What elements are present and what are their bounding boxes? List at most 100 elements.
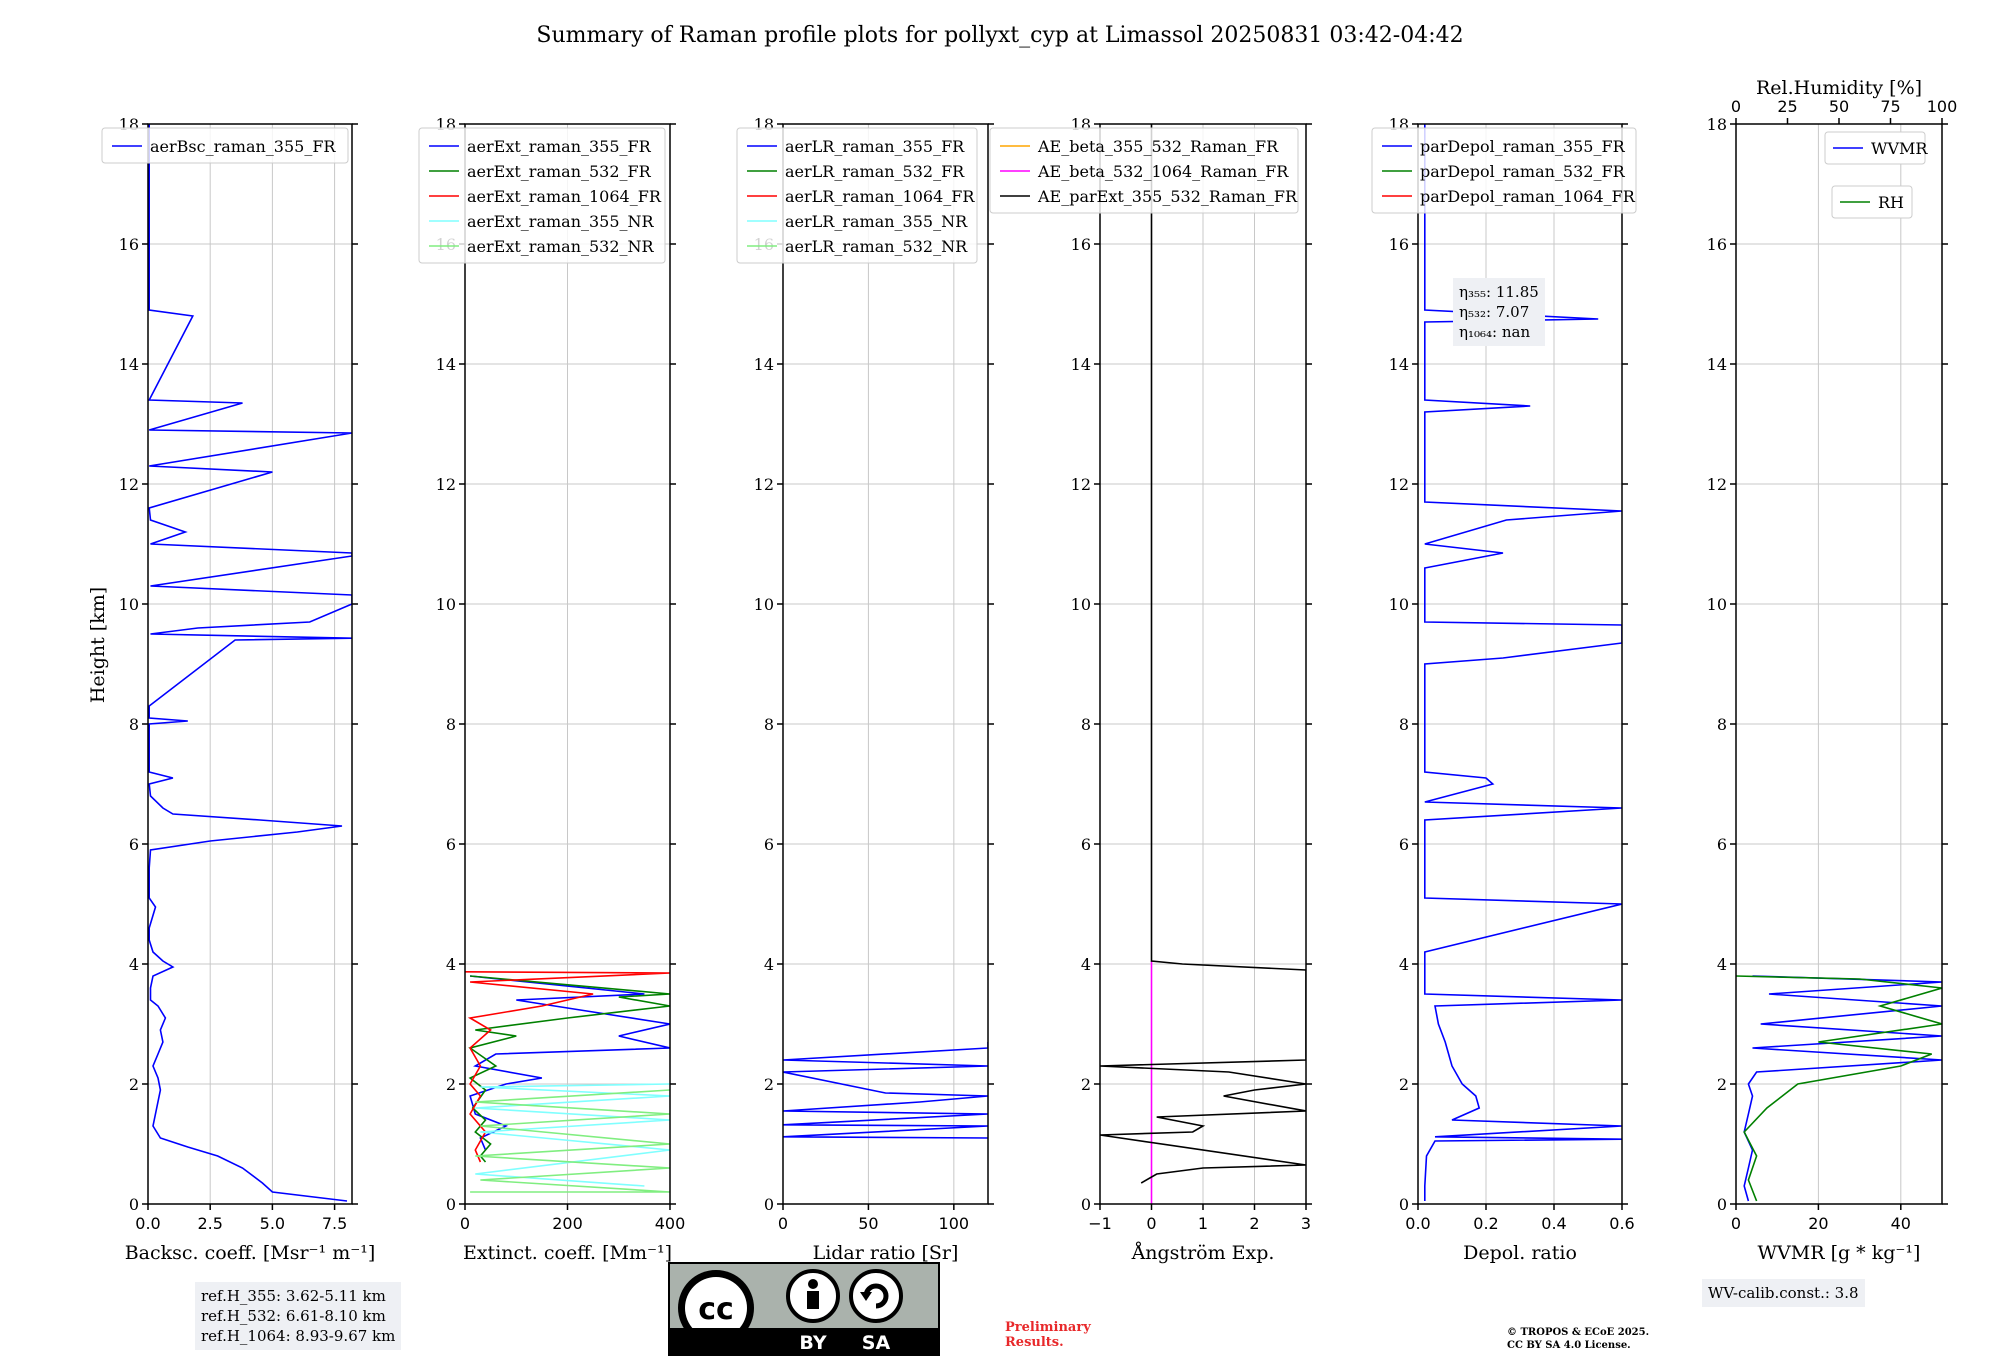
legend-label: WVMR	[1871, 139, 1928, 158]
wv-calib-const: WV-calib.const.: 3.8	[1708, 1284, 1859, 1302]
x-axis-label: Lidar ratio [Sr]	[813, 1242, 959, 1264]
x2-tick-label: 25	[1777, 97, 1797, 116]
y-tick-label: 6	[1717, 835, 1727, 854]
y-tick-label: 2	[764, 1075, 774, 1094]
y-tick-label: 4	[1081, 955, 1091, 974]
x-axis-label: Depol. ratio	[1463, 1242, 1577, 1264]
y-tick-label: 12	[1071, 475, 1091, 494]
series-line-aerLR_raman_355_FR	[783, 1042, 988, 1139]
axes-frame	[1099, 123, 1307, 1205]
y-tick-label: 4	[1399, 955, 1409, 974]
x-tick-label: 400	[655, 1214, 686, 1233]
x2-tick-label: 75	[1880, 97, 1900, 116]
legend-label: parDepol_raman_1064_FR	[1420, 187, 1636, 206]
y-tick-label: 2	[1399, 1075, 1409, 1094]
y-tick-label: 10	[1707, 595, 1727, 614]
y-tick-label: 10	[754, 595, 774, 614]
y-tick-label: 6	[446, 835, 456, 854]
x-tick-label: 0.6	[1609, 1214, 1634, 1233]
y-tick-label: 10	[119, 595, 139, 614]
wv-calib-box: WV-calib.const.: 3.8	[1702, 1279, 1865, 1307]
eta-532: η₅₃₂: 7.07	[1459, 303, 1530, 321]
y-tick-label: 14	[1071, 355, 1091, 374]
y-tick-label: 6	[1081, 835, 1091, 854]
series-line-AE_parExt_355_532_Raman_FR	[1100, 124, 1306, 1184]
preliminary-line-1: Preliminary	[1005, 1320, 1091, 1335]
x-tick-label: 200	[552, 1214, 583, 1233]
legend-box	[1824, 131, 1926, 165]
x-tick-label: 100	[939, 1214, 970, 1233]
y-tick-label: 0	[1081, 1195, 1091, 1214]
y-tick-label: 14	[754, 355, 774, 374]
legend-label: parDepol_raman_355_FR	[1420, 137, 1626, 156]
x-tick-label: 7.5	[322, 1214, 347, 1233]
y-tick-label: 0	[764, 1195, 774, 1214]
y-tick-label: 16	[1389, 235, 1409, 254]
y-tick-label: 18	[1707, 115, 1727, 134]
legend-label: aerExt_raman_355_FR	[467, 137, 652, 156]
y-tick-label: 14	[436, 355, 456, 374]
y-tick-label: 4	[764, 955, 774, 974]
y-tick-label: 16	[1071, 235, 1091, 254]
eta-1064: η₁₀₆₄: nan	[1459, 323, 1531, 341]
copyright-line-1: © TROPOS & ECoE 2025.	[1507, 1327, 1650, 1338]
x-tick-label: 0.0	[135, 1214, 160, 1233]
y-tick-label: 8	[1399, 715, 1409, 734]
legend-label: aerLR_raman_1064_FR	[785, 187, 975, 206]
series-line-aerExt_raman_355_NR	[475, 1083, 670, 1187]
axes-frame	[782, 123, 989, 1205]
y-tick-label: 10	[436, 595, 456, 614]
figure-title: Summary of Raman profile plots for polly…	[536, 23, 1463, 48]
x2-tick-label: 0	[1731, 97, 1741, 116]
legend-label: aerLR_raman_532_FR	[785, 162, 965, 181]
legend-label: RH	[1878, 193, 1904, 212]
legend-label: aerExt_raman_355_NR	[467, 212, 655, 231]
x-axis-label: Backsc. coeff. [Msr⁻¹ m⁻¹]	[125, 1242, 376, 1264]
y-tick-label: 2	[1717, 1075, 1727, 1094]
x-tick-label: 0	[1731, 1214, 1741, 1233]
x-tick-label: 0.4	[1541, 1214, 1566, 1233]
cc-logo-icon: cc BY SA	[670, 1269, 938, 1354]
y-tick-label: 16	[1707, 235, 1727, 254]
y-tick-label: 2	[1081, 1075, 1091, 1094]
x-tick-label: −1	[1088, 1214, 1112, 1233]
series-line-aerExt_raman_532_NR	[470, 1089, 670, 1193]
eta-box: η₃₅₅: 11.85 η₅₃₂: 7.07 η₁₀₆₄: nan	[1453, 278, 1545, 346]
legend-label: aerLR_raman_532_NR	[785, 237, 968, 256]
y-tick-label: 12	[1389, 475, 1409, 494]
legend-label: aerLR_raman_355_FR	[785, 137, 965, 156]
x-tick-label: 2	[1249, 1214, 1259, 1233]
panel-3: 024681012141618050100Lidar ratio [Sr]aer…	[736, 115, 994, 1264]
legend-label: aerExt_raman_532_NR	[467, 237, 655, 256]
series-line-RH	[1736, 975, 1942, 1202]
y-tick-label: 8	[1717, 715, 1727, 734]
y-tick-label: 12	[119, 475, 139, 494]
reference-heights-box: ref.H_355: 3.62-5.11 km ref.H_532: 6.61-…	[195, 1282, 402, 1350]
legend-box	[736, 127, 978, 264]
y-tick-label: 14	[1707, 355, 1727, 374]
x2-axis-label: Rel.Humidity [%]	[1756, 77, 1922, 99]
legend-box	[1371, 127, 1637, 214]
series-line-parDepol_raman_355_FR	[1424, 124, 1622, 1201]
eta-355: η₃₅₅: 11.85	[1459, 283, 1539, 301]
x-tick-label: 0.0	[1405, 1214, 1430, 1233]
legend-box	[1831, 185, 1913, 219]
legend-box	[101, 127, 349, 164]
y-tick-label: 4	[129, 955, 139, 974]
series-line-aerBsc_raman_355_FR	[148, 124, 352, 1202]
by-text: BY	[799, 1332, 826, 1354]
ref-height-355: ref.H_355: 3.62-5.11 km	[201, 1287, 386, 1305]
x-axis-label: Ångström Exp.	[1131, 1242, 1275, 1264]
x-axis-label: WVMR [g * kg⁻¹]	[1758, 1242, 1921, 1264]
axes-frame	[147, 123, 353, 1205]
axes-frame	[1417, 123, 1623, 1205]
legend-label: aerExt_raman_1064_FR	[467, 187, 662, 206]
x-tick-label: 3	[1301, 1214, 1311, 1233]
x2-tick-label: 50	[1829, 97, 1849, 116]
